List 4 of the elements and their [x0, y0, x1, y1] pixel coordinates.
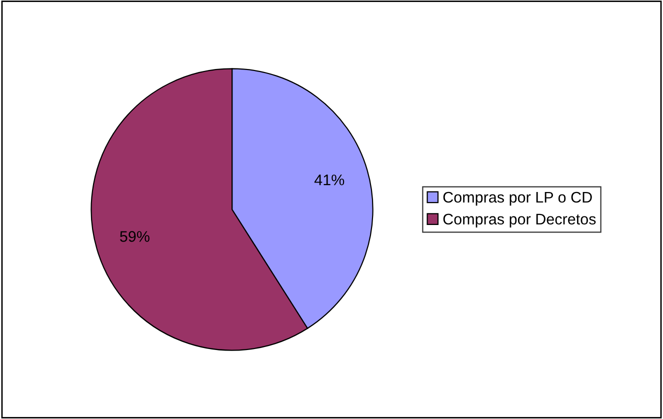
legend-label: Compras por LP o CD — [443, 192, 592, 206]
legend-label: Compras por Decretos — [443, 214, 596, 228]
data-label: 41% — [314, 174, 344, 186]
data-label: 59% — [120, 231, 150, 242]
